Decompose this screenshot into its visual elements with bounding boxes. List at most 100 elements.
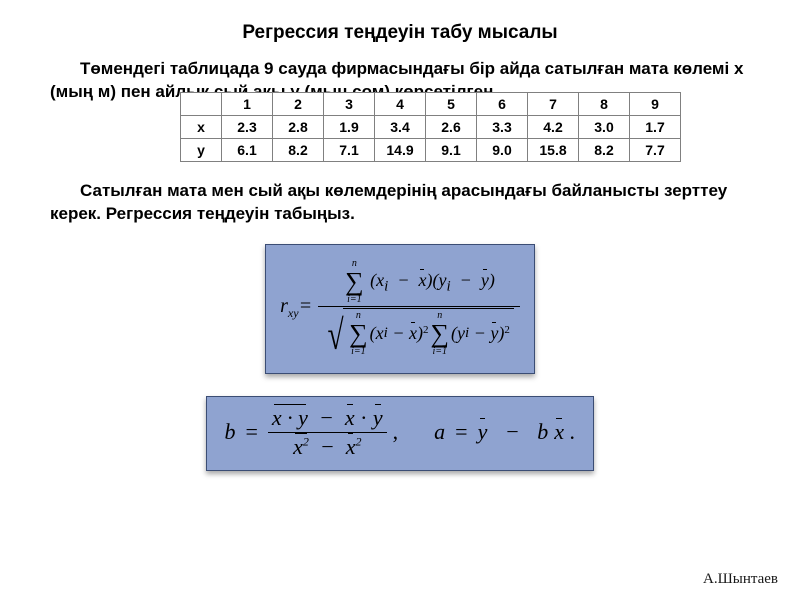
sum-lower: i=1 [351, 347, 366, 357]
xbar: x [346, 434, 356, 460]
col-2: 2 [273, 92, 324, 115]
cell: 14.9 [375, 138, 426, 161]
yi: y [457, 323, 465, 344]
cell: 9.1 [426, 138, 477, 161]
col-9: 9 [630, 92, 681, 115]
col-5: 5 [426, 92, 477, 115]
table-header-row: 1 2 3 4 5 6 7 8 9 [181, 92, 681, 115]
sq: 2 [303, 434, 309, 448]
fraction-bar [268, 432, 387, 433]
dot: · [360, 405, 367, 430]
period: . [570, 419, 576, 445]
col-1: 1 [222, 92, 273, 115]
minus: − [505, 419, 520, 445]
coef-formula-box: b = x · y − x · y x2 − x2 , [206, 396, 595, 471]
cell: 8.2 [579, 138, 630, 161]
slide: Регрессия теңдеуін табу мысалы Төмендегі… [0, 0, 800, 471]
cell: 6.1 [222, 138, 273, 161]
ybar: y [481, 270, 489, 291]
cell: 4.2 [528, 115, 579, 138]
sqrt-icon: √ [328, 324, 344, 349]
correlation-formula-wrap: rxy= n ∑ i=1 (xi − x)(yi − y) [50, 244, 750, 374]
xbar: x [409, 323, 417, 344]
equals: = [455, 419, 467, 445]
cell: 8.2 [273, 138, 324, 161]
data-table: 1 2 3 4 5 6 7 8 9 x 2.3 2.8 1.9 3.4 2.6 … [180, 92, 681, 162]
sum-lower: i=1 [433, 347, 448, 357]
row-label-y: y [181, 138, 222, 161]
sq: 2 [423, 324, 429, 336]
cell: 7.1 [324, 138, 375, 161]
var-b: b [537, 419, 548, 445]
xbar: x [418, 270, 426, 291]
equals: = [246, 419, 258, 445]
sigma-icon: n ∑ i=1 [431, 311, 450, 357]
correlation-formula: rxy= n ∑ i=1 (xi − x)(yi − y) [276, 249, 524, 367]
page-title: Регрессия теңдеуін табу мысалы [50, 22, 750, 44]
var-a: a [434, 419, 445, 445]
data-table-wrap: 1 2 3 4 5 6 7 8 9 x 2.3 2.8 1.9 3.4 2.6 … [180, 92, 750, 162]
col-8: 8 [579, 92, 630, 115]
numerator: n ∑ i=1 (xi − x)(yi − y) [337, 259, 501, 305]
ybar: y [478, 419, 488, 445]
minus: − [392, 323, 404, 344]
row-label-x: x [181, 115, 222, 138]
minus: − [460, 270, 472, 290]
cell: 2.6 [426, 115, 477, 138]
sigma-icon: n ∑ i=1 [349, 311, 368, 357]
col-3: 3 [324, 92, 375, 115]
sq: 2 [504, 324, 510, 336]
correlation-formula-box: rxy= n ∑ i=1 (xi − x)(yi − y) [265, 244, 535, 374]
col-4: 4 [375, 92, 426, 115]
var-b: b [225, 419, 236, 445]
minus: − [474, 323, 486, 344]
b-den: x2 − x2 [289, 434, 365, 460]
xbar: x [345, 405, 355, 431]
table-corner [181, 92, 222, 115]
b-num: x · y − x · y [268, 405, 387, 431]
cell: 15.8 [528, 138, 579, 161]
sub-i: i [465, 325, 469, 342]
sq: 2 [355, 434, 361, 448]
col-6: 6 [477, 92, 528, 115]
author-signature: А.Шынтаев [703, 571, 778, 588]
b-fraction: x · y − x · y x2 − x2 [268, 405, 387, 460]
comma: , [393, 419, 399, 445]
minus: − [397, 270, 409, 290]
sub-i: i [384, 325, 388, 342]
ybar: y [490, 323, 498, 344]
coef-formula: b = x · y − x · y x2 − x2 , [217, 401, 584, 464]
col-7: 7 [528, 92, 579, 115]
sum-lower: i=1 [347, 295, 362, 305]
cell: 3.3 [477, 115, 528, 138]
radicand: n ∑ i=1 (xi − x)2 n ∑ i= [343, 308, 514, 357]
cell: 9.0 [477, 138, 528, 161]
cell: 1.7 [630, 115, 681, 138]
sigma-icon: n ∑ i=1 [345, 259, 364, 305]
table-row: x 2.3 2.8 1.9 3.4 2.6 3.3 4.2 3.0 1.7 [181, 115, 681, 138]
sub-i: i [446, 278, 450, 294]
ybar: y [373, 405, 383, 431]
fraction-bar [318, 306, 520, 307]
xbar: x [554, 419, 564, 445]
minus: − [319, 405, 334, 430]
r-lhs: rxy= [280, 295, 312, 321]
xi: x [376, 323, 384, 344]
cell: 2.3 [222, 115, 273, 138]
sub-i: i [384, 278, 388, 294]
cell: 3.0 [579, 115, 630, 138]
table-row: y 6.1 8.2 7.1 14.9 9.1 9.0 15.8 8.2 7.7 [181, 138, 681, 161]
xi: x [376, 270, 384, 290]
coef-formula-wrap: b = x · y − x · y x2 − x2 , [50, 396, 750, 471]
equals: = [299, 295, 313, 317]
denominator: √ n ∑ i=1 (xi − x)2 [318, 308, 520, 357]
cell: 3.4 [375, 115, 426, 138]
task-paragraph: Сатылған мата мен сый ақы көлемдерінің а… [50, 180, 750, 226]
minus: − [320, 434, 335, 459]
cell: 1.9 [324, 115, 375, 138]
cell: 7.7 [630, 138, 681, 161]
x2bar: x2 [293, 434, 309, 460]
sub-xy: xy [288, 306, 299, 320]
cell: 2.8 [273, 115, 324, 138]
main-fraction: n ∑ i=1 (xi − x)(yi − y) √ [318, 259, 520, 357]
